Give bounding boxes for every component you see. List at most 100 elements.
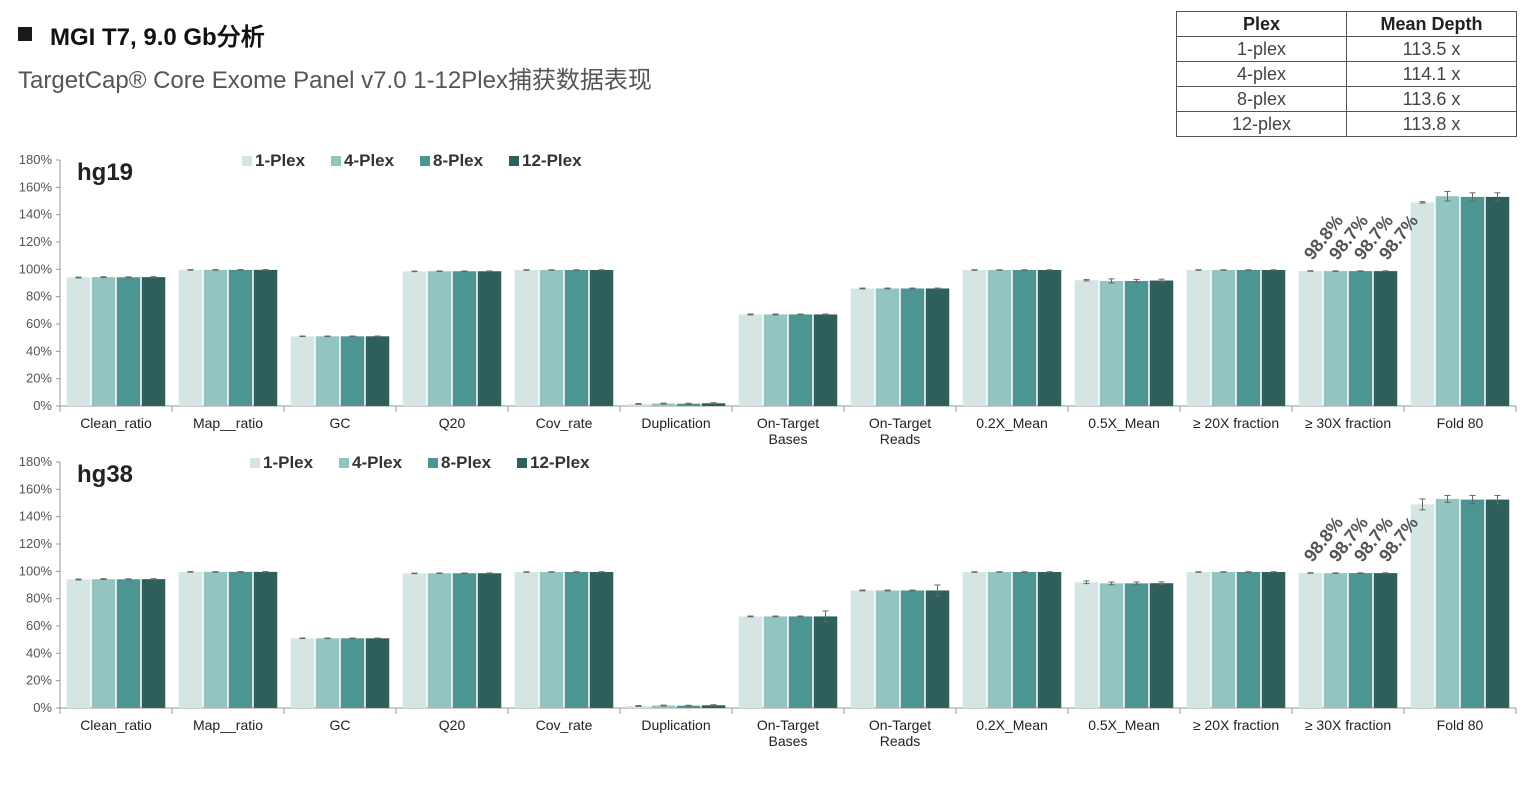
legend-swatch-4-plex xyxy=(331,156,341,166)
bar-1-plex-cov-rate xyxy=(514,572,539,708)
legend-swatch-1-plex xyxy=(242,156,252,166)
bar-1-plex-0-2x-mean xyxy=(962,572,987,708)
bar-12-plex-cov-rate xyxy=(589,270,614,406)
bar-8-plex-clean-ratio xyxy=(116,579,141,708)
bar-4-plex-0-5x-mean xyxy=(1099,583,1124,708)
bar-8-plex-ge-20x-fraction xyxy=(1236,572,1261,708)
y-tick-label: 100% xyxy=(19,261,53,276)
bar-4-plex-q20 xyxy=(427,573,452,708)
bar-8-plex-cov-rate xyxy=(564,270,589,406)
legend-swatch-4-plex xyxy=(339,458,349,468)
bar-8-plex-duplication xyxy=(676,403,701,406)
bar-1-plex-cov-rate xyxy=(514,270,539,406)
bar-8-plex-clean-ratio xyxy=(116,277,141,406)
bar-8-plex-0-2x-mean xyxy=(1012,572,1037,708)
bar-4-plex-clean-ratio xyxy=(91,579,116,708)
bar-1-plex-clean-ratio xyxy=(66,579,91,708)
bar-12-plex-clean-ratio xyxy=(141,277,166,406)
bar-1-plex-q20 xyxy=(402,573,427,708)
x-tick-label-0-5x-mean: 0.5X_Mean xyxy=(1088,717,1160,733)
bar-12-plex-duplication xyxy=(701,403,726,406)
title-row: MGI T7, 9.0 Gb分析 xyxy=(18,14,652,54)
table-row: 4-plex 114.1 x xyxy=(1176,61,1517,87)
bar-12-plex-q20 xyxy=(477,271,502,406)
bar-4-plex-clean-ratio xyxy=(91,277,116,406)
x-tick-label-duplication: Duplication xyxy=(641,415,710,431)
bar-4-plex-0-5x-mean xyxy=(1099,280,1124,406)
bar-1-plex-duplication xyxy=(626,403,651,406)
bar-1-plex-q20 xyxy=(402,271,427,406)
bar-1-plex-on-target-bases xyxy=(738,314,763,406)
y-tick-label: 180% xyxy=(19,152,53,167)
y-tick-label: 0% xyxy=(33,398,52,413)
y-tick-label: 20% xyxy=(26,371,52,386)
bar-4-plex-q20 xyxy=(427,271,452,406)
bar-12-plex-gc xyxy=(365,638,390,708)
bar-4-plex-ge-30x-fraction xyxy=(1323,573,1348,708)
y-tick-label: 60% xyxy=(26,618,52,633)
x-tick-label-map-ratio: Map__ratio xyxy=(193,415,263,431)
y-tick-label: 120% xyxy=(19,234,53,249)
x-tick-label-q20: Q20 xyxy=(439,415,466,431)
bar-1-plex-0-2x-mean xyxy=(962,270,987,406)
chart-title-hg19: hg19 xyxy=(77,159,133,186)
bar-12-plex-ge-20x-fraction xyxy=(1261,270,1286,406)
x-tick-label-ge-30x-fraction: ≥ 30X fraction xyxy=(1305,415,1391,431)
table-row: 12-plex 113.8 x xyxy=(1176,111,1517,137)
x-tick-label-cov-rate: Cov_rate xyxy=(536,415,593,431)
x-tick-label-ge-20x-fraction: ≥ 20X fraction xyxy=(1193,717,1279,733)
table-cell-plex: 8-plex xyxy=(1176,86,1347,112)
bar-8-plex-0-5x-mean xyxy=(1124,583,1149,708)
bar-12-plex-duplication xyxy=(701,705,726,708)
x-tick-label-0-5x-mean: 0.5X_Mean xyxy=(1088,415,1160,431)
legend-swatch-12-plex xyxy=(509,156,519,166)
bar-12-plex-q20 xyxy=(477,573,502,708)
bar-1-plex-on-target-reads xyxy=(850,288,875,406)
bar-8-plex-map-ratio xyxy=(228,571,253,708)
bar-4-plex-fold-80 xyxy=(1435,498,1460,708)
x-tick-label-on-target-reads: On-Target Reads xyxy=(869,717,931,749)
bar-8-plex-0-2x-mean xyxy=(1012,270,1037,406)
page-header: MGI T7, 9.0 Gb分析 TargetCap® Core Exome P… xyxy=(18,14,652,95)
bar-12-plex-0-2x-mean xyxy=(1037,572,1062,708)
bar-1-plex-on-target-reads xyxy=(850,590,875,708)
bar-12-plex-ge-30x-fraction xyxy=(1373,573,1398,708)
table-row: 8-plex 113.6 x xyxy=(1176,86,1517,112)
table-cell-plex: 1-plex xyxy=(1176,36,1347,62)
bar-4-plex-0-2x-mean xyxy=(987,270,1012,406)
bar-8-plex-duplication xyxy=(676,705,701,708)
x-tick-label-0-2x-mean: 0.2X_Mean xyxy=(976,415,1048,431)
bar-8-plex-ge-30x-fraction xyxy=(1348,573,1373,708)
hg38-bar-chart: 0% 20% 40% 60% 80% 100% 120% 140% 160% 180% Clean_… xyxy=(19,453,1517,749)
bar-12-plex-clean-ratio xyxy=(141,579,166,708)
bar-8-plex-on-target-reads xyxy=(900,288,925,406)
bar-4-plex-on-target-reads xyxy=(875,288,900,406)
table-cell-plex: 4-plex xyxy=(1176,61,1347,87)
table-row: 1-plex 113.5 x xyxy=(1176,36,1517,62)
bar-8-plex-gc xyxy=(340,638,365,708)
y-tick-label: 40% xyxy=(26,645,52,660)
x-tick-label-ge-30x-fraction: ≥ 30X fraction xyxy=(1305,717,1391,733)
bar-12-plex-on-target-reads xyxy=(925,590,950,708)
bar-8-plex-ge-30x-fraction xyxy=(1348,271,1373,406)
y-tick-label: 120% xyxy=(19,536,53,551)
x-tick-label-on-target-bases: On-Target Bases xyxy=(757,415,819,447)
y-tick-label: 160% xyxy=(19,481,53,496)
bar-12-plex-0-5x-mean xyxy=(1149,280,1174,406)
bar-1-plex-ge-20x-fraction xyxy=(1186,572,1211,708)
bar-4-plex-duplication xyxy=(651,403,676,406)
bar-12-plex-cov-rate xyxy=(589,572,614,708)
bar-1-plex-gc xyxy=(290,336,315,406)
legend-label-12-plex: 12-Plex xyxy=(522,151,582,170)
x-tick-label-0-2x-mean: 0.2X_Mean xyxy=(976,717,1048,733)
bar-4-plex-cov-rate xyxy=(539,572,564,708)
y-tick-label: 160% xyxy=(19,179,53,194)
table-cell-depth: 114.1 x xyxy=(1346,61,1517,87)
bar-4-plex-gc xyxy=(315,336,340,406)
legend-label-8-plex: 8-Plex xyxy=(433,151,484,170)
x-tick-label-fold-80: Fold 80 xyxy=(1437,415,1484,431)
bar-12-plex-gc xyxy=(365,336,390,406)
y-tick-label: 140% xyxy=(19,509,53,524)
table-cell-depth: 113.5 x xyxy=(1346,36,1517,62)
y-tick-label: 100% xyxy=(19,563,53,578)
